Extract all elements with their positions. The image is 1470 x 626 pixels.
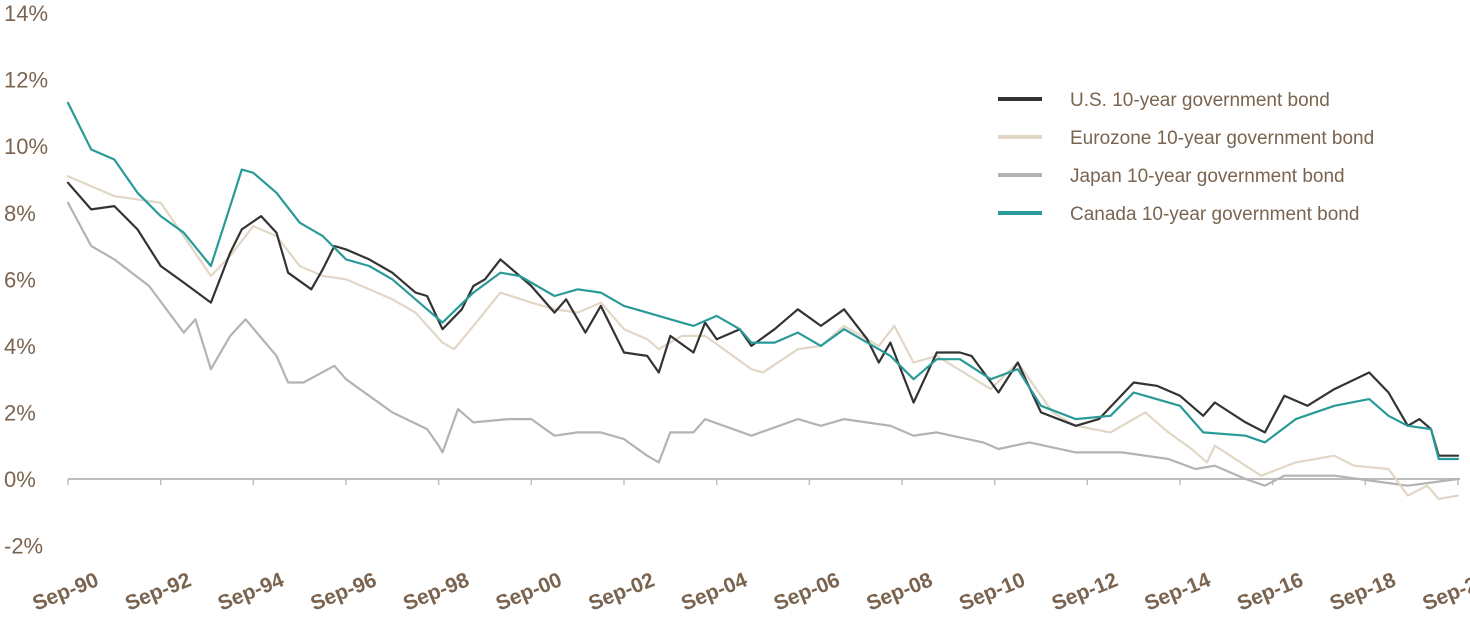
legend-label: Eurozone 10-year government bond [1070,128,1374,149]
legend-label: Canada 10-year government bond [1070,204,1359,225]
x-tick-label: Sep-16 [1234,568,1306,615]
x-tick-label: Sep-02 [585,568,657,615]
legend: U.S. 10-year government bond Eurozone 10-… [998,90,1374,225]
x-tick-label: Sep-04 [678,568,751,615]
y-tick-label: 12% [4,68,48,93]
y-tick-label: -2% [4,534,43,559]
zero-baseline [67,478,1460,485]
x-tick-label: Sep-00 [493,568,565,615]
y-axis: -2% 0% 2% 4% 6% 8% 10% 12% 14% [4,1,48,558]
series-line-2 [66,201,1460,487]
y-tick-label: 4% [4,334,36,359]
y-tick-label: 6% [4,267,36,292]
x-axis: Sep-90 Sep-92 Sep-94 Sep-96 Sep-98 Sep-00 Sep-… [29,568,1470,615]
y-tick-label: 0% [4,467,36,492]
x-tick-label: Sep-90 [29,568,101,615]
y-tick-label: 2% [4,400,36,425]
x-tick-label: Sep-14 [1141,568,1214,615]
x-tick-label: Sep-18 [1327,568,1400,615]
y-tick-label: 8% [4,201,36,226]
x-tick-label: Sep-20 [1419,568,1470,615]
legend-label: U.S. 10-year government bond [1070,90,1330,111]
y-tick-label: 10% [4,134,48,159]
series-line-3 [66,101,1460,461]
legend-label: Japan 10-year government bond [1070,166,1345,187]
series-line-0 [66,181,1460,457]
series-line-1 [66,175,1460,501]
x-tick-label: Sep-96 [307,568,379,615]
x-tick-label: Sep-08 [863,568,936,615]
x-tick-label: Sep-92 [122,568,194,615]
series-lines [66,101,1460,501]
x-tick-label: Sep-94 [215,568,288,615]
x-tick-label: Sep-10 [956,568,1028,615]
x-tick-label: Sep-12 [1049,568,1121,615]
x-tick-label: Sep-06 [771,568,843,615]
x-tick-label: Sep-98 [400,568,473,615]
y-tick-label: 14% [4,1,48,26]
